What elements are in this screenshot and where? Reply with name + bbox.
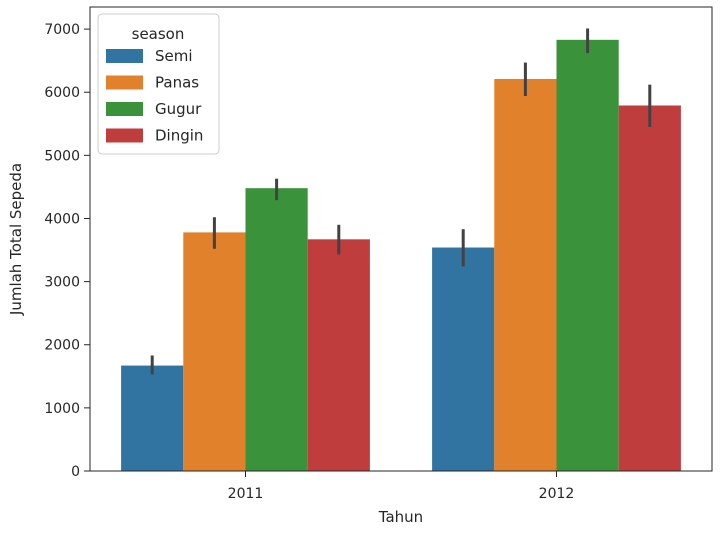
error-bars-group xyxy=(150,28,652,375)
bar-gugur-2012 xyxy=(556,39,619,471)
x-tick-label: 2011 xyxy=(228,486,264,502)
y-tick-label: 5000 xyxy=(44,148,80,164)
legend-label-semi: Semi xyxy=(155,47,193,65)
legend-label-panas: Panas xyxy=(155,74,199,92)
bar-gugur-2011 xyxy=(245,188,308,471)
x-axis-label: Tahun xyxy=(378,508,423,526)
y-tick-label: 1000 xyxy=(44,401,80,417)
legend-swatch-semi xyxy=(106,49,143,63)
legend-swatch-dingin xyxy=(106,128,143,143)
legend-label-dingin: Dingin xyxy=(155,127,203,145)
y-tick-label: 3000 xyxy=(44,275,80,291)
bar-dingin-2011 xyxy=(307,239,370,471)
legend-swatch-panas xyxy=(106,75,143,90)
legend: season Semi Panas Gugur Dingin xyxy=(97,13,220,155)
y-axis-ticks: 0 1000 2000 3000 4000 5000 6000 7000 xyxy=(44,22,90,480)
legend-items: Semi Panas Gugur Dingin xyxy=(106,47,203,145)
bar-dingin-2012 xyxy=(618,105,681,472)
x-tick-label: 2012 xyxy=(539,486,575,502)
plot-frame xyxy=(89,6,713,472)
y-axis-label: Jumlah Total Sepeda xyxy=(7,163,25,316)
legend-label-gugur: Gugur xyxy=(155,100,202,118)
bar-panas-2011 xyxy=(183,232,246,471)
legend-swatch-gugur xyxy=(106,102,143,116)
y-tick-label: 4000 xyxy=(44,211,80,227)
y-tick-label: 0 xyxy=(71,464,80,480)
x-axis-ticks: 2011 2012 xyxy=(228,471,575,502)
bar-semi-2012 xyxy=(432,247,495,471)
y-tick-label: 7000 xyxy=(44,22,80,38)
bar-semi-2011 xyxy=(121,365,184,471)
y-tick-label: 2000 xyxy=(44,338,80,354)
legend-title: season xyxy=(132,25,185,43)
bars-group xyxy=(121,39,681,472)
bar-panas-2012 xyxy=(494,78,557,471)
y-tick-label: 6000 xyxy=(44,85,80,101)
